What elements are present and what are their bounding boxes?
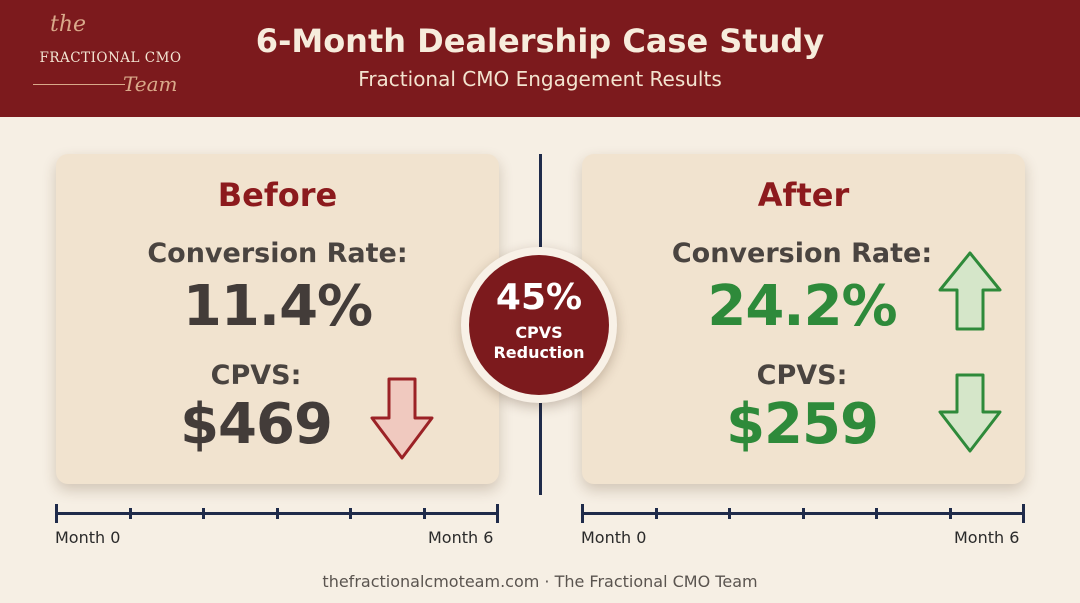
before-conversion-label: Conversion Rate: [147,238,408,269]
logo-rule [33,84,125,85]
before-title: Before [217,176,338,214]
timeline-tick [422,508,426,519]
timeline-tick [349,508,352,519]
timeline-tick [801,508,805,519]
page-subtitle: Fractional CMO Engagement Results [358,67,722,91]
before-timeline-start-label: Month 0 [55,528,121,547]
after-timeline-end-label: Month 6 [954,528,1020,547]
cpvs-reduction-badge: 45% CPVS Reduction [469,255,609,395]
after-timeline [581,503,1025,527]
timeline-tick [654,508,658,519]
after-card: After Conversion Rate: 24.2% CPVS: $259 [582,154,1025,484]
after-title: After [757,176,850,214]
after-cpvs-value: $259 [726,392,879,457]
logo-script-team: Team [123,72,178,96]
arrow-up-icon [938,251,1002,331]
timeline-tick [1022,504,1025,523]
before-card: Before Conversion Rate: 11.4% CPVS: $469 [56,154,499,484]
after-conversion-label: Conversion Rate: [671,238,933,269]
before-cpvs-label: CPVS: [210,360,302,391]
timeline-tick [128,508,132,519]
before-timeline [55,503,499,527]
badge-percent: 45% [495,277,583,318]
center-divider-top [539,154,542,247]
badge-label-line1: CPVS [515,323,563,342]
timeline-tick [581,504,584,523]
before-timeline-end-label: Month 6 [428,528,494,547]
timeline-tick [55,504,58,523]
before-conversion-value: 11.4% [182,274,373,339]
arrow-down-icon [938,373,1002,453]
after-timeline-start-label: Month 0 [581,528,647,547]
header-banner: the FRACTIONAL CMO Team 6-Month Dealersh… [0,0,1080,117]
arrow-down-icon [370,377,434,460]
timeline-tick [875,508,878,519]
brand-logo: the FRACTIONAL CMO Team [28,8,198,108]
logo-wordmark: FRACTIONAL CMO [39,50,182,66]
timeline-tick [202,508,205,519]
after-conversion-value: 24.2% [707,274,897,339]
timeline-tick [275,508,279,519]
timeline-tick [948,508,952,519]
footer-credit: thefractionalcmoteam.com · The Fractiona… [322,572,758,591]
center-divider-bottom [539,403,542,495]
timeline-tick [728,508,731,519]
after-cpvs-label: CPVS: [756,360,848,391]
before-cpvs-value: $469 [180,392,333,457]
page-title: 6-Month Dealership Case Study [255,22,825,60]
logo-script-the: the [50,12,87,37]
timeline-tick [496,504,499,523]
badge-label-line2: Reduction [493,343,585,362]
